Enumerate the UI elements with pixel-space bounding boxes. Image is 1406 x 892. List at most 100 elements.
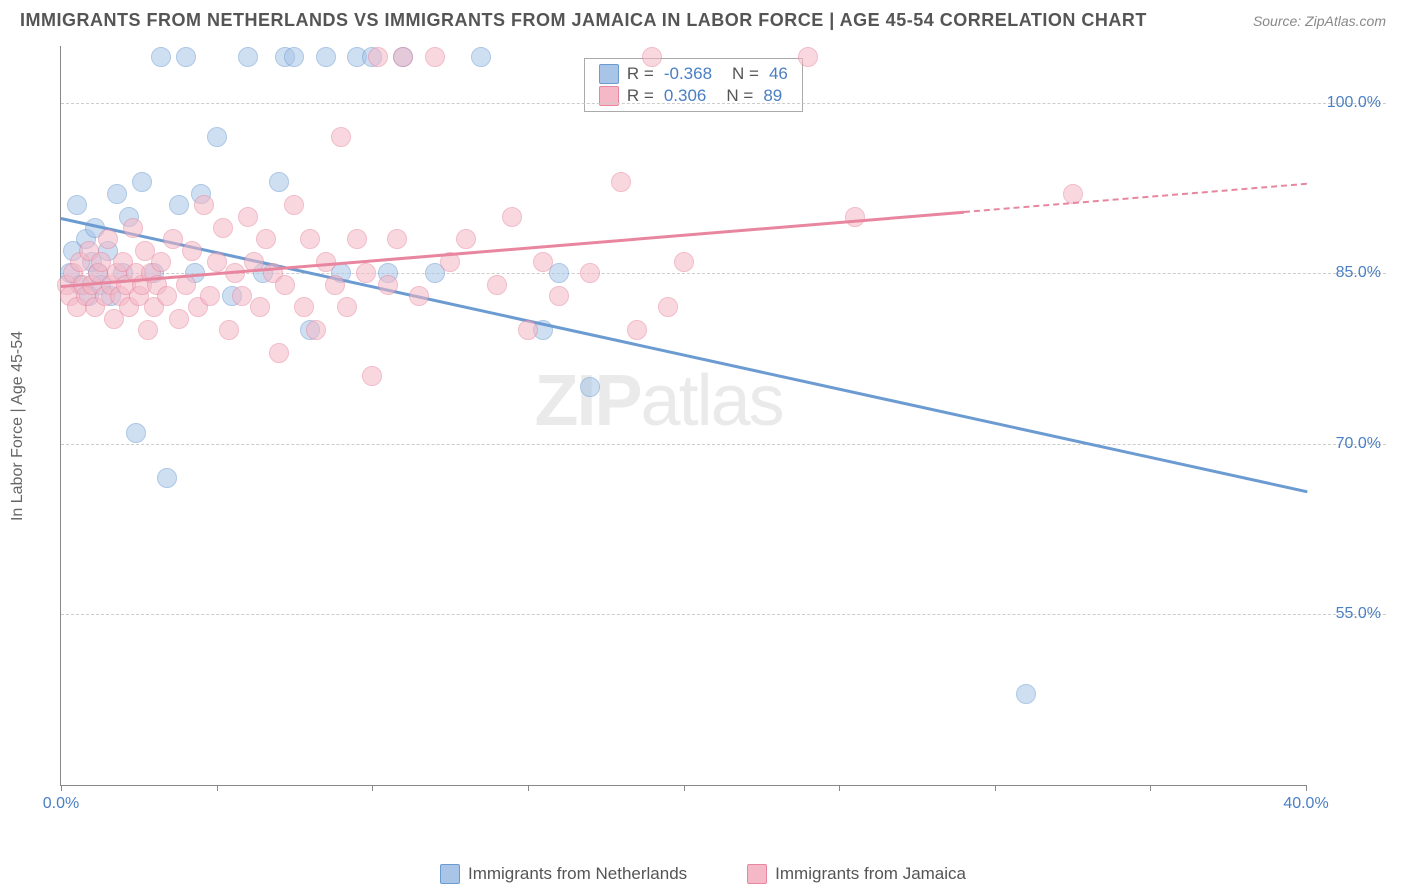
scatter-point xyxy=(163,229,183,249)
legend-row: R =-0.368N =46 xyxy=(599,63,788,85)
x-tick-label: 40.0% xyxy=(1283,795,1328,813)
scatter-point xyxy=(456,229,476,249)
scatter-point xyxy=(487,275,507,295)
scatter-point xyxy=(98,229,118,249)
scatter-point xyxy=(642,47,662,67)
x-tick xyxy=(372,785,373,791)
scatter-point xyxy=(256,229,276,249)
scatter-point xyxy=(580,377,600,397)
x-tick xyxy=(1306,785,1307,791)
scatter-point xyxy=(425,47,445,67)
legend-swatch xyxy=(599,64,619,84)
scatter-point xyxy=(368,47,388,67)
scatter-point xyxy=(67,195,87,215)
gridline xyxy=(61,614,1386,615)
y-axis-label: In Labor Force | Age 45-54 xyxy=(9,331,27,521)
scatter-point xyxy=(176,47,196,67)
scatter-point xyxy=(393,47,413,67)
source-attribution: Source: ZipAtlas.com xyxy=(1253,13,1386,29)
scatter-point xyxy=(658,297,678,317)
correlation-legend: R =-0.368N =46R =0.306N =89 xyxy=(584,58,803,112)
scatter-point xyxy=(151,47,171,67)
scatter-point xyxy=(316,47,336,67)
gridline xyxy=(61,103,1386,104)
scatter-point xyxy=(674,252,694,272)
legend-label: Immigrants from Netherlands xyxy=(468,864,687,884)
scatter-point xyxy=(126,423,146,443)
y-tick-label: 85.0% xyxy=(1336,264,1381,282)
scatter-point xyxy=(138,320,158,340)
scatter-point xyxy=(284,47,304,67)
scatter-point xyxy=(213,218,233,238)
scatter-point xyxy=(325,275,345,295)
scatter-point xyxy=(1016,684,1036,704)
legend-swatch xyxy=(440,864,460,884)
n-value: 46 xyxy=(769,64,788,84)
scatter-point xyxy=(611,172,631,192)
scatter-point xyxy=(798,47,818,67)
scatter-point xyxy=(549,286,569,306)
scatter-point xyxy=(294,297,314,317)
scatter-point xyxy=(627,320,647,340)
scatter-point xyxy=(362,366,382,386)
scatter-point xyxy=(580,263,600,283)
x-tick xyxy=(528,785,529,791)
scatter-point xyxy=(123,218,143,238)
x-tick-label: 0.0% xyxy=(43,795,79,813)
scatter-point xyxy=(169,195,189,215)
x-tick xyxy=(684,785,685,791)
scatter-point xyxy=(378,275,398,295)
scatter-point xyxy=(284,195,304,215)
x-tick xyxy=(1150,785,1151,791)
scatter-point xyxy=(151,252,171,272)
scatter-point xyxy=(157,286,177,306)
scatter-point xyxy=(207,127,227,147)
trend-line-dashed xyxy=(964,183,1307,213)
scatter-point xyxy=(194,195,214,215)
scatter-point xyxy=(347,229,367,249)
scatter-point xyxy=(200,286,220,306)
scatter-point xyxy=(306,320,326,340)
n-label: N = xyxy=(732,64,759,84)
scatter-point xyxy=(518,320,538,340)
legend-swatch xyxy=(747,864,767,884)
scatter-point xyxy=(356,263,376,283)
scatter-point xyxy=(387,229,407,249)
legend-item: Immigrants from Netherlands xyxy=(440,864,687,884)
scatter-point xyxy=(845,207,865,227)
series-legend: Immigrants from Netherlands Immigrants fr… xyxy=(0,864,1406,884)
scatter-point xyxy=(238,47,258,67)
scatter-point xyxy=(502,207,522,227)
y-tick-label: 100.0% xyxy=(1327,94,1381,112)
x-tick xyxy=(995,785,996,791)
r-value: -0.368 xyxy=(664,64,712,84)
scatter-point xyxy=(409,286,429,306)
scatter-point xyxy=(238,207,258,227)
legend-item: Immigrants from Jamaica xyxy=(747,864,966,884)
scatter-point xyxy=(471,47,491,67)
scatter-point xyxy=(219,320,239,340)
scatter-point xyxy=(337,297,357,317)
scatter-point xyxy=(207,252,227,272)
scatter-point xyxy=(232,286,252,306)
chart-container: In Labor Force | Age 45-54 ZIPatlas R =-… xyxy=(60,36,1386,816)
scatter-point xyxy=(300,229,320,249)
scatter-point xyxy=(182,241,202,261)
y-tick-label: 70.0% xyxy=(1336,435,1381,453)
scatter-point xyxy=(269,172,289,192)
x-tick xyxy=(839,785,840,791)
scatter-point xyxy=(157,468,177,488)
scatter-point xyxy=(250,297,270,317)
x-tick xyxy=(217,785,218,791)
legend-label: Immigrants from Jamaica xyxy=(775,864,966,884)
scatter-point xyxy=(107,184,127,204)
scatter-point xyxy=(269,343,289,363)
scatter-point xyxy=(533,252,553,272)
chart-header: IMMIGRANTS FROM NETHERLANDS VS IMMIGRANT… xyxy=(0,0,1406,36)
plot-area: ZIPatlas R =-0.368N =46R =0.306N =89 55.… xyxy=(60,46,1306,786)
scatter-point xyxy=(331,127,351,147)
y-tick-label: 55.0% xyxy=(1336,605,1381,623)
scatter-point xyxy=(275,275,295,295)
scatter-point xyxy=(169,309,189,329)
scatter-point xyxy=(132,172,152,192)
